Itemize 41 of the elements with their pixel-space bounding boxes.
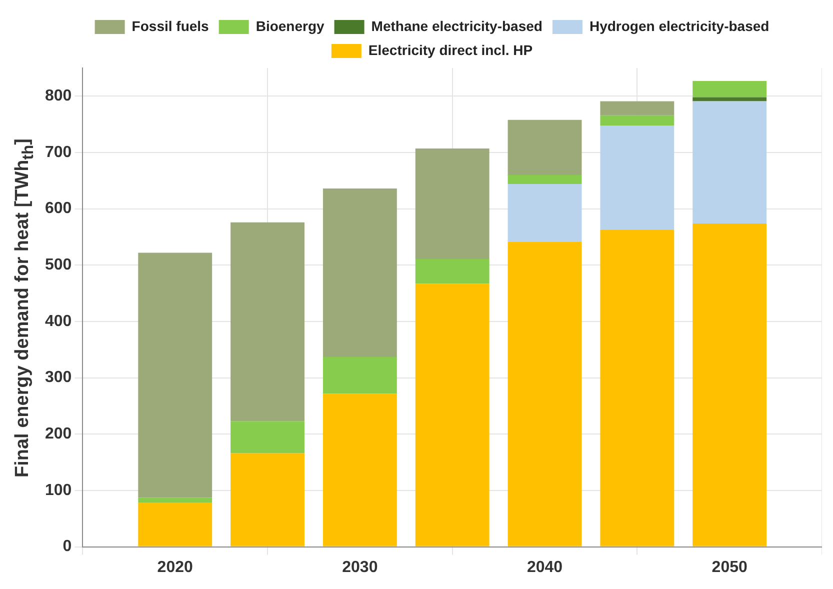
bar: [322, 356, 397, 394]
bar: [508, 242, 582, 546]
bar: [692, 100, 767, 223]
bar: [322, 393, 397, 546]
y-tick-label: 200: [44, 425, 72, 442]
y-tick-label: 300: [44, 368, 72, 386]
bar: [600, 124, 674, 230]
y-tick-label: 0: [62, 538, 72, 555]
y-tick-label: 600: [44, 200, 72, 217]
legend-label: Methane electricity-based: [371, 17, 542, 34]
y-tick-label: 700: [44, 143, 72, 160]
bar: [692, 80, 767, 97]
x-tick-label: 2030: [342, 558, 378, 576]
legend-label: Bioenergy: [256, 17, 325, 34]
legend-label: Hydrogen electricity-based: [589, 17, 770, 34]
bar: [508, 184, 582, 242]
bar: [600, 114, 674, 125]
bar: [508, 174, 582, 184]
bar: [415, 148, 490, 258]
legend-label: Fossil fuels: [132, 17, 210, 34]
bar: [415, 283, 490, 546]
bar: [138, 497, 212, 502]
bar: [138, 502, 212, 546]
y-tick-label: 800: [44, 87, 72, 104]
y-tick-label: 500: [44, 256, 72, 274]
bar: [138, 252, 212, 498]
x-tick-label: 2050: [712, 558, 748, 576]
bar: [230, 452, 304, 546]
bar: [230, 222, 304, 421]
bar: [600, 100, 674, 115]
x-tick-label: 2020: [157, 558, 194, 576]
y-tick-label: 400: [44, 312, 72, 330]
bar: [600, 229, 674, 546]
bar: [415, 258, 490, 284]
bar: [322, 188, 397, 356]
bar: [508, 119, 582, 175]
bar: [692, 222, 767, 546]
y-tick-label: 100: [44, 481, 72, 498]
legend-label: Electricity direct incl. HP: [368, 41, 533, 58]
bar: [230, 420, 304, 453]
x-tick-label: 2040: [526, 558, 563, 576]
